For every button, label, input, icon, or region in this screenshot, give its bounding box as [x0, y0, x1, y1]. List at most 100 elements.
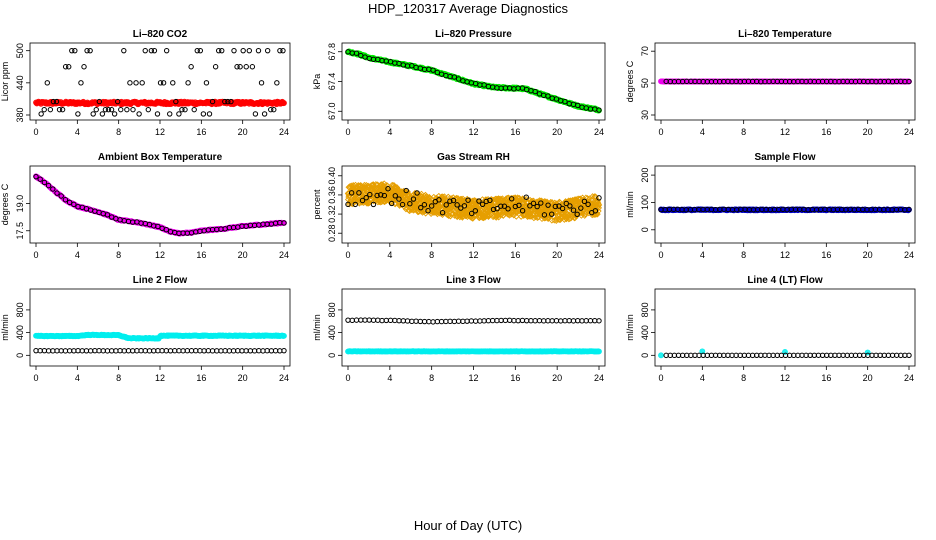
- data-point: [515, 317, 521, 324]
- y-tick-label: 0.40: [327, 167, 337, 185]
- x-tick-label: 0: [345, 127, 350, 137]
- data-point: [375, 317, 381, 323]
- data-point: [396, 317, 402, 324]
- data-point: [209, 98, 216, 105]
- data-point: [906, 78, 912, 85]
- data-point: [658, 352, 664, 359]
- data-point: [255, 47, 262, 54]
- data-point: [281, 100, 287, 106]
- panel-title: Sample Flow: [754, 152, 815, 163]
- x-tick-label: 4: [75, 250, 80, 260]
- series-1: [344, 180, 603, 225]
- data-point: [592, 317, 598, 324]
- data-point: [225, 98, 231, 105]
- data-point: [173, 98, 179, 105]
- x-tick-label: 12: [780, 250, 790, 260]
- data-point: [93, 106, 99, 113]
- x-tick-label: 4: [75, 373, 80, 383]
- data-point: [176, 111, 182, 117]
- x-tick-label: 12: [468, 127, 478, 137]
- data-point: [182, 106, 188, 113]
- data-point: [237, 64, 243, 70]
- data-point: [430, 319, 436, 325]
- data-point: [532, 318, 538, 324]
- data-point: [197, 47, 204, 54]
- data-point: [485, 317, 492, 324]
- x-tick-label: 12: [468, 373, 478, 383]
- data-point: [430, 67, 436, 73]
- data-point: [464, 318, 470, 324]
- data-point: [163, 47, 170, 54]
- data-point: [62, 64, 69, 70]
- data-point: [353, 50, 360, 56]
- x-tick-label: 8: [741, 127, 746, 137]
- panel-8: Line 3 Flow ml/min 0 4 8 12 16 20 24 0 400 800: [312, 275, 606, 383]
- data-point: [494, 317, 500, 324]
- data-point: [200, 111, 207, 117]
- data-point: [409, 318, 415, 325]
- y-axis-label: degrees C: [625, 60, 635, 102]
- data-point: [121, 47, 127, 54]
- x-tick-label: 0: [658, 250, 663, 260]
- y-axis-label: degrees C: [0, 183, 10, 225]
- data-point: [587, 318, 594, 324]
- x-tick-label: 4: [700, 373, 705, 383]
- data-point: [38, 111, 44, 117]
- data-point: [167, 111, 173, 117]
- x-tick-label: 20: [238, 127, 248, 137]
- data-point: [417, 318, 424, 325]
- y-axis-label: Licor ppm: [0, 62, 10, 102]
- y-tick-label: 67.0: [327, 103, 337, 121]
- y-axis-label: ml/min: [625, 314, 635, 341]
- series-2: [663, 352, 912, 359]
- data-point: [47, 106, 54, 113]
- y-tick-label: 30: [640, 110, 650, 120]
- data-point: [489, 317, 496, 324]
- y-tick-label: 19.0: [15, 195, 25, 213]
- data-point: [206, 111, 213, 117]
- data-point: [142, 47, 148, 54]
- data-point: [148, 47, 155, 54]
- x-tick-label: 24: [594, 250, 604, 260]
- panel-title: Li–820 Temperature: [738, 29, 832, 40]
- data-point: [274, 80, 280, 86]
- x-tick-label: 4: [387, 127, 392, 137]
- data-point: [353, 317, 360, 323]
- y-tick-label: 17.5: [15, 222, 25, 240]
- data-point: [157, 80, 164, 86]
- panel-7: Line 2 Flow ml/min 0 4 8 12 16 20 24 0 400 800: [0, 275, 291, 383]
- x-tick-label: 24: [279, 373, 289, 383]
- data-point: [261, 111, 268, 117]
- data-point: [447, 318, 453, 325]
- data-point: [575, 102, 581, 109]
- data-point: [438, 318, 445, 325]
- x-tick-label: 8: [429, 373, 434, 383]
- data-point: [443, 318, 449, 325]
- data-point: [215, 47, 222, 54]
- data-point: [87, 47, 93, 54]
- data-point: [151, 47, 158, 54]
- y-tick-label: 200: [640, 168, 650, 183]
- data-point: [370, 317, 377, 323]
- x-tick-label: 24: [279, 250, 289, 260]
- data-point: [562, 318, 568, 324]
- data-point: [194, 47, 200, 54]
- x-tick-label: 20: [238, 373, 248, 383]
- panel-1: Li–820 CO2 Licor ppm 0 4 8 12 16 20 24 380 440 500: [0, 29, 291, 137]
- plot-frame: [29, 42, 291, 121]
- data-point: [511, 317, 517, 324]
- data-point: [139, 80, 145, 86]
- x-tick-label: 8: [116, 250, 121, 260]
- panel-2: Li–820 Pressure kPa 0 4 8 12 16 20 24 67.0 67.4 67.…: [312, 29, 606, 137]
- x-tick-label: 8: [429, 127, 434, 137]
- data-point: [596, 107, 602, 113]
- data-point: [596, 348, 602, 355]
- x-tick-label: 16: [510, 373, 520, 383]
- data-point: [75, 111, 81, 117]
- y-tick-label: 500: [15, 43, 25, 58]
- data-point: [536, 317, 543, 324]
- data-point: [362, 317, 368, 323]
- y-tick-label: 0: [327, 353, 337, 358]
- x-tick-label: 0: [33, 250, 38, 260]
